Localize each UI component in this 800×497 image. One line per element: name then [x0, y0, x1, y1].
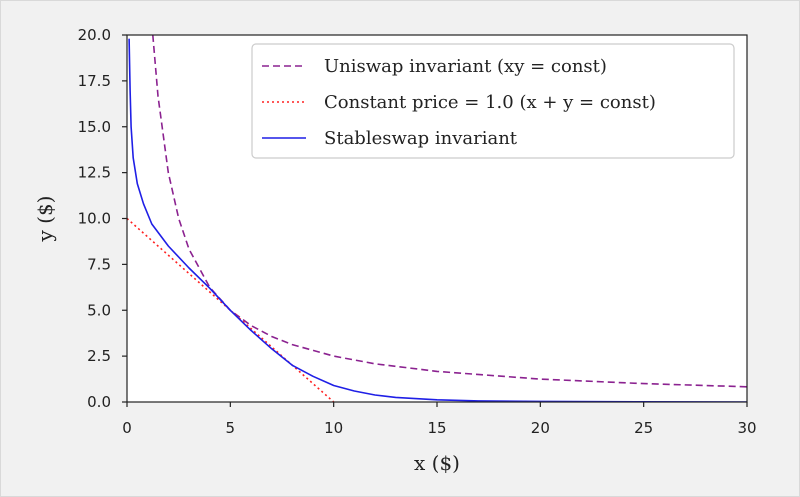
series-layer: [127, 35, 747, 402]
y-tick-label: 12.5: [78, 164, 111, 182]
x-tick-label: 15: [427, 419, 446, 437]
legend: Uniswap invariant (xy = const) Constant p…: [251, 43, 735, 159]
series-line-2: [127, 217, 335, 402]
y-tick-label: 17.5: [78, 72, 111, 90]
x-tick-label: 30: [737, 419, 756, 437]
y-axis-label: y ($): [33, 196, 57, 243]
legend-label-2: Constant price = 1.0 (x + y = const): [324, 92, 656, 113]
legend-label-3: Stableswap invariant: [324, 128, 518, 149]
y-tick-label: 7.5: [87, 255, 111, 273]
y-tick-label: 20.0: [78, 26, 111, 44]
x-tick-label: 10: [324, 419, 343, 437]
x-tick-label: 25: [634, 419, 653, 437]
x-tick-label: 0: [122, 419, 132, 437]
x-tick-label: 5: [226, 419, 236, 437]
y-tick-label: 10.0: [78, 210, 111, 228]
legend-label-1: Uniswap invariant (xy = const): [324, 56, 607, 77]
x-axis-label: x ($): [414, 451, 460, 475]
y-tick-label: 2.5: [87, 347, 111, 365]
y-tick-label: 15.0: [78, 118, 111, 136]
series-line-3: [128, 38, 747, 402]
series-line-1: [152, 35, 747, 388]
y-tick-label: 0.0: [87, 393, 111, 411]
y-tick-label: 5.0: [87, 301, 111, 319]
legend-box: [251, 43, 735, 159]
ticks-layer: 0 5 10 15 20 25 30 0.0 2.5 5.0 7.5 10.0 12.5 15.0 17.5…: [78, 26, 757, 437]
x-tick-label: 20: [531, 419, 550, 437]
